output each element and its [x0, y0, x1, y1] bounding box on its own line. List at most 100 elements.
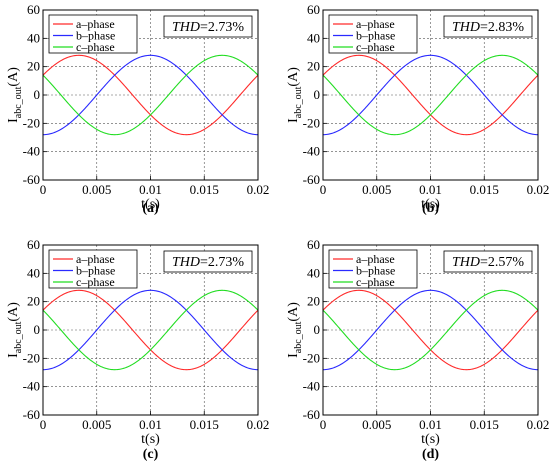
y-tick-label: 40	[27, 265, 40, 280]
x-tick-label: 0.02	[247, 417, 270, 432]
y-tick-label: 60	[27, 2, 40, 17]
y-tick-label: -40	[303, 379, 320, 394]
thd-label: THD	[452, 255, 480, 270]
x-tick-label: 0.015	[190, 182, 219, 197]
x-tick-label: 0.02	[527, 417, 550, 432]
legend-label: a–phase	[356, 252, 395, 266]
series-line-c-phase	[42, 54, 259, 136]
thd-annotation: THD=2.83%	[452, 20, 524, 35]
thd-value: =2.57%	[480, 255, 524, 270]
y-tick-label: 20	[27, 59, 40, 74]
thd-value: =2.73%	[200, 20, 244, 35]
x-axis-label: t(s)	[141, 432, 160, 447]
y-tick-label: 20	[307, 294, 320, 309]
y-axis-label: Iabc_out(A)	[6, 302, 24, 358]
x-tick-label: 0.01	[139, 182, 162, 197]
y-tick-label: 0	[314, 322, 321, 337]
y-tick-label: 20	[27, 294, 40, 309]
y-axis-label-subscript: abc_out	[293, 321, 304, 353]
x-tick-label: 0	[40, 417, 47, 432]
thd-value: =2.83%	[480, 20, 524, 35]
x-tick-label: 0	[320, 182, 327, 197]
x-tick-label: 0.01	[419, 417, 442, 432]
x-tick-label: 0	[320, 417, 327, 432]
y-tick-label: 60	[307, 237, 320, 252]
y-tick-label: -20	[23, 350, 40, 365]
y-axis-label-main: I	[6, 118, 21, 123]
x-tick-label: 0.005	[82, 182, 111, 197]
x-axis-label: t(s)	[421, 432, 440, 447]
thd-value: =2.73%	[200, 255, 244, 270]
thd-label: THD	[172, 255, 200, 270]
panel-caption: (a)	[142, 201, 159, 216]
series-line-c-phase	[42, 289, 259, 371]
legend-box	[48, 14, 138, 54]
y-tick-label: 60	[27, 237, 40, 252]
legend-label: c–phase	[76, 40, 115, 54]
y-tick-label: -20	[23, 115, 40, 130]
thd-box	[163, 250, 253, 273]
y-axis-label: Iabc_out(A)	[6, 67, 24, 123]
chart-panel: 0 0.005 0.01 0.015 0.02 60 40 20 0 -20 -40 -60 t(s) I…	[286, 237, 549, 462]
y-tick-label: -60	[23, 407, 40, 422]
y-tick-label: 40	[307, 265, 320, 280]
y-tick-label: 20	[307, 59, 320, 74]
y-tick-label: 0	[34, 322, 41, 337]
y-tick-label: 40	[307, 30, 320, 45]
y-tick-label: -40	[23, 144, 40, 159]
y-tick-label: 60	[307, 2, 320, 17]
thd-label: THD	[172, 20, 200, 35]
x-tick-label: 0.005	[82, 417, 111, 432]
x-tick-label: 0.015	[470, 182, 499, 197]
panel-caption: (d)	[422, 447, 439, 462]
y-tick-label: -20	[303, 115, 320, 130]
y-axis-label-main: I	[286, 353, 301, 358]
series-line-c-phase	[322, 289, 539, 371]
y-axis-label-unit: (A)	[286, 302, 301, 322]
x-tick-label: 0.015	[190, 417, 219, 432]
chart-panel: 0 0.005 0.01 0.015 0.02 60 40 20 0 -20 -40 -60 t(s) I…	[6, 2, 269, 216]
x-axis-label: t(s)	[421, 197, 440, 212]
panel-caption: (b)	[422, 201, 439, 216]
y-axis-label-subscript: abc_out	[13, 86, 24, 118]
y-tick-label: -60	[303, 407, 320, 422]
legend-label: c–phase	[356, 40, 395, 54]
y-axis-label-subscript: abc_out	[293, 86, 304, 118]
thd-box	[443, 15, 533, 38]
x-tick-label: 0	[40, 182, 47, 197]
y-tick-label: -20	[303, 350, 320, 365]
legend-label: c–phase	[356, 275, 395, 289]
thd-box	[443, 250, 533, 273]
y-tick-label: 40	[27, 30, 40, 45]
panel-caption: (c)	[143, 447, 159, 462]
y-tick-label: -40	[23, 379, 40, 394]
y-axis-label: Iabc_out(A)	[286, 67, 304, 123]
y-axis-label: Iabc_out(A)	[286, 302, 304, 358]
legend-label: c–phase	[76, 275, 115, 289]
y-tick-label: -60	[303, 172, 320, 187]
legend-label: b–phase	[356, 29, 395, 43]
x-tick-label: 0.015	[470, 417, 499, 432]
y-axis-label-subscript: abc_out	[13, 321, 24, 353]
x-tick-label: 0.005	[362, 182, 391, 197]
legend-label: b–phase	[356, 264, 395, 278]
y-axis-label-unit: (A)	[6, 302, 21, 322]
x-tick-label: 0.01	[139, 417, 162, 432]
thd-annotation: THD=2.73%	[172, 255, 244, 270]
y-tick-label: 0	[314, 87, 321, 102]
legend-label: a–phase	[76, 252, 115, 266]
legend-label: b–phase	[76, 29, 115, 43]
x-tick-label: 0.005	[362, 417, 391, 432]
x-tick-label: 0.01	[419, 182, 442, 197]
y-tick-label: 0	[34, 87, 41, 102]
series-line-c-phase	[322, 54, 539, 136]
legend-label: a–phase	[76, 17, 115, 31]
thd-annotation: THD=2.57%	[452, 255, 524, 270]
y-axis-label-main: I	[286, 118, 301, 123]
thd-annotation: THD=2.73%	[172, 20, 244, 35]
y-axis-label-main: I	[6, 353, 21, 358]
